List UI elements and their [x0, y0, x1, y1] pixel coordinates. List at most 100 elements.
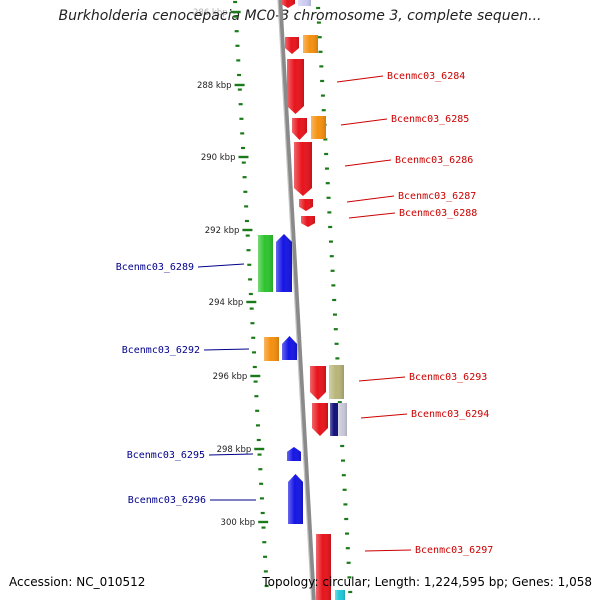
ruler-tick-label: 298 kbp [217, 445, 252, 455]
strand-tracks [233, 0, 353, 594]
gene-feature[interactable] [276, 234, 292, 292]
gene-shading [294, 142, 312, 196]
gene-feature[interactable] [299, 199, 313, 211]
gene-leader-line [344, 159, 392, 167]
gene-feature[interactable] [287, 59, 304, 114]
gene-label[interactable]: Bcenmc03_6293 [409, 372, 487, 383]
backbone-line [277, 0, 316, 600]
gene-shading [303, 35, 318, 53]
gene-label[interactable]: Bcenmc03_6297 [415, 545, 493, 556]
gene-shading [282, 336, 297, 360]
gene-shading [264, 337, 279, 361]
gene-feature[interactable] [285, 37, 299, 54]
gene-shading [299, 199, 313, 211]
gene-shading [310, 366, 326, 400]
gene-label[interactable]: Bcenmc03_6289 [116, 262, 194, 273]
ruler-tick-label: 294 kbp [209, 298, 244, 308]
gene-label[interactable]: Bcenmc03_6296 [128, 495, 206, 506]
gene-label-group[interactable]: Bcenmc03_6284 [336, 71, 465, 83]
topology-text: Topology: circular; Length: 1,224,595 bp… [262, 575, 592, 589]
ruler-tick-label: 288 kbp [197, 81, 232, 91]
gene-shading [288, 474, 303, 524]
gene-feature[interactable] [298, 0, 311, 6]
backbone-highlight [277, 0, 313, 600]
gene-feature[interactable] [329, 365, 344, 399]
gene-shading [330, 403, 339, 436]
accession-text: Accession: NC_010512 [9, 575, 146, 589]
backbone-stroke [277, 0, 316, 600]
gene-features [258, 0, 347, 600]
gene-feature[interactable] [282, 336, 297, 360]
gene-feature[interactable] [301, 216, 315, 227]
gene-label-group[interactable]: Bcenmc03_6295 [127, 450, 254, 461]
gene-shading [329, 365, 344, 399]
gene-shading [285, 37, 299, 54]
gene-feature[interactable] [294, 142, 312, 196]
ruler-tick-label: 290 kbp [201, 153, 236, 163]
gene-feature[interactable] [264, 337, 279, 361]
gene-leader-line [340, 118, 388, 126]
gene-label-group[interactable]: Bcenmc03_6293 [358, 372, 487, 383]
gene-label-group[interactable]: Bcenmc03_6285 [340, 114, 469, 126]
gene-shading [287, 59, 304, 114]
gene-shading [311, 116, 326, 139]
gene-label-group[interactable]: Bcenmc03_6297 [364, 545, 493, 556]
gene-shading [258, 235, 273, 292]
gene-feature[interactable] [288, 474, 303, 524]
gene-feature[interactable] [312, 403, 328, 436]
gene-label-group[interactable]: Bcenmc03_6296 [128, 495, 256, 506]
gene-feature[interactable] [303, 35, 318, 53]
gene-labels: Bcenmc03_6284 Bcenmc03_6285 Bcenmc03_6286 B… [116, 71, 494, 556]
gene-label[interactable]: Bcenmc03_6285 [391, 114, 469, 125]
ruler-tick-label: 292 kbp [205, 226, 240, 236]
map-title: Burkholderia cenocepacia MC0-3 chromosom… [58, 8, 542, 24]
gene-feature[interactable] [281, 0, 295, 8]
gene-label[interactable]: Bcenmc03_6292 [122, 345, 200, 356]
gene-label[interactable]: Bcenmc03_6287 [398, 191, 476, 202]
ruler-ticks: 286 kbp 288 kbp 290 kbp 292 kbp 294 kbp 296 k… [193, 8, 269, 528]
gene-leader-line [203, 348, 250, 351]
ruler-tick-label: 300 kbp [221, 518, 256, 528]
gene-feature[interactable] [316, 534, 331, 600]
gene-label-group[interactable]: Bcenmc03_6289 [116, 262, 245, 273]
gene-feature[interactable] [258, 235, 273, 292]
gene-leader-line [364, 549, 412, 552]
gene-feature[interactable] [330, 403, 339, 436]
gene-label[interactable]: Bcenmc03_6286 [395, 155, 473, 166]
gene-feature[interactable] [311, 116, 326, 139]
gene-label[interactable]: Bcenmc03_6294 [411, 409, 489, 420]
gene-shading [298, 0, 311, 6]
gene-feature[interactable] [335, 590, 345, 600]
gene-leader-line [346, 195, 395, 203]
gene-label[interactable]: Bcenmc03_6288 [399, 208, 477, 219]
gene-feature[interactable] [310, 366, 326, 400]
gene-label[interactable]: Bcenmc03_6295 [127, 450, 205, 461]
gene-leader-line [358, 376, 406, 382]
gene-label-group[interactable]: Bcenmc03_6288 [348, 208, 477, 219]
ruler-tick-label: 296 kbp [213, 372, 248, 382]
gene-label[interactable]: Bcenmc03_6284 [387, 71, 465, 82]
gene-leader-line [208, 453, 254, 456]
gene-feature[interactable] [287, 447, 301, 461]
gene-shading [287, 447, 301, 461]
gene-leader-line [336, 75, 384, 83]
gene-leader-line [348, 212, 396, 219]
gene-shading [338, 403, 347, 436]
gene-label-group[interactable]: Bcenmc03_6287 [346, 191, 476, 203]
gene-leader-line [360, 413, 408, 419]
gene-label-group[interactable]: Bcenmc03_6294 [360, 409, 489, 420]
gene-leader-line [197, 263, 245, 268]
gene-shading [301, 216, 315, 227]
gene-shading [316, 534, 331, 600]
gene-label-group[interactable]: Bcenmc03_6292 [122, 345, 250, 356]
gene-shading [292, 118, 307, 140]
gene-shading [312, 403, 328, 436]
ruler-tick-label: 286 kbp [193, 8, 228, 18]
gene-shading [335, 590, 345, 600]
gene-shading [276, 234, 292, 292]
gene-feature[interactable] [292, 118, 307, 140]
gene-shading [281, 0, 295, 8]
gene-label-group[interactable]: Bcenmc03_6286 [344, 155, 473, 167]
gene-feature[interactable] [338, 403, 347, 436]
